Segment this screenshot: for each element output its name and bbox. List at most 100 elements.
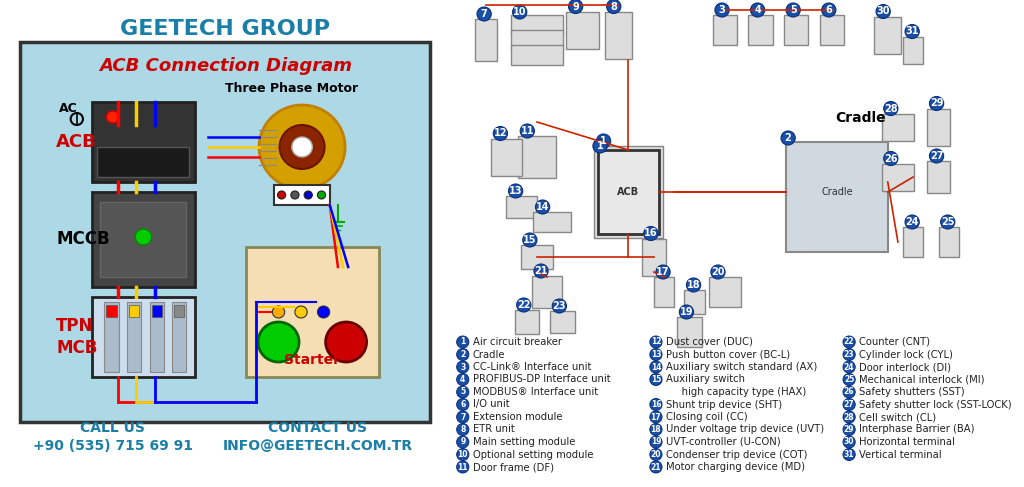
FancyBboxPatch shape xyxy=(566,12,599,49)
Circle shape xyxy=(650,398,663,411)
Text: Motor charging device (MD): Motor charging device (MD) xyxy=(666,462,805,472)
Text: 20: 20 xyxy=(650,450,662,459)
Circle shape xyxy=(650,424,663,435)
Text: Closing coil (CC): Closing coil (CC) xyxy=(666,412,748,422)
Text: 14: 14 xyxy=(650,362,662,372)
Circle shape xyxy=(457,461,469,473)
Text: ETR unit: ETR unit xyxy=(473,425,515,434)
Text: MODBUS® Interface unit: MODBUS® Interface unit xyxy=(473,387,598,397)
Text: UVT-controller (U-CON): UVT-controller (U-CON) xyxy=(666,437,780,447)
Text: 5: 5 xyxy=(790,5,797,15)
Circle shape xyxy=(781,131,796,145)
Text: 15: 15 xyxy=(523,235,537,245)
Text: Door frame (DF): Door frame (DF) xyxy=(473,462,554,472)
Text: 29: 29 xyxy=(844,425,854,434)
FancyBboxPatch shape xyxy=(531,276,562,308)
Text: 1: 1 xyxy=(597,141,603,151)
Circle shape xyxy=(884,101,898,115)
Text: 15: 15 xyxy=(651,375,662,384)
Circle shape xyxy=(650,336,663,348)
Text: Main setting module: Main setting module xyxy=(473,437,575,447)
FancyBboxPatch shape xyxy=(507,196,537,218)
Circle shape xyxy=(679,305,693,319)
Text: Cradle: Cradle xyxy=(473,350,506,359)
Text: 28: 28 xyxy=(844,412,854,422)
Text: 4: 4 xyxy=(460,375,465,384)
Text: Door interlock (DI): Door interlock (DI) xyxy=(859,362,951,372)
Circle shape xyxy=(843,398,855,411)
Circle shape xyxy=(930,149,944,163)
Circle shape xyxy=(821,3,836,17)
FancyBboxPatch shape xyxy=(518,136,556,178)
Text: Cylinder lock (CYL): Cylinder lock (CYL) xyxy=(859,350,953,359)
Text: 17: 17 xyxy=(650,412,662,422)
FancyBboxPatch shape xyxy=(106,305,117,317)
Text: 6: 6 xyxy=(460,400,465,409)
FancyBboxPatch shape xyxy=(515,310,539,334)
FancyBboxPatch shape xyxy=(594,146,663,238)
Text: 1: 1 xyxy=(600,136,607,146)
Text: 3: 3 xyxy=(460,362,465,372)
Circle shape xyxy=(259,105,345,189)
Circle shape xyxy=(650,374,663,386)
FancyBboxPatch shape xyxy=(928,161,950,193)
Circle shape xyxy=(513,5,526,19)
Circle shape xyxy=(905,24,920,38)
Circle shape xyxy=(606,0,621,14)
Text: Auxiliary switch standard (AX): Auxiliary switch standard (AX) xyxy=(666,362,817,372)
Text: 27: 27 xyxy=(930,151,943,161)
Circle shape xyxy=(534,264,548,278)
Text: 13: 13 xyxy=(509,186,522,196)
Text: AC: AC xyxy=(59,102,78,115)
FancyBboxPatch shape xyxy=(511,45,563,65)
Text: CC-Link® Interface unit: CC-Link® Interface unit xyxy=(473,362,591,372)
Text: Safety shutter lock (SST-LOCK): Safety shutter lock (SST-LOCK) xyxy=(859,399,1012,410)
Text: Extension module: Extension module xyxy=(473,412,562,422)
Text: 14: 14 xyxy=(536,202,549,212)
Circle shape xyxy=(644,226,658,241)
FancyBboxPatch shape xyxy=(511,15,563,35)
Text: 23: 23 xyxy=(844,350,854,359)
Text: I/O unit: I/O unit xyxy=(473,399,510,410)
Circle shape xyxy=(884,151,898,166)
FancyBboxPatch shape xyxy=(152,305,162,317)
Text: 29: 29 xyxy=(930,98,943,109)
Circle shape xyxy=(258,322,299,362)
FancyBboxPatch shape xyxy=(903,37,924,63)
Text: 13: 13 xyxy=(650,350,662,359)
FancyBboxPatch shape xyxy=(246,247,379,377)
Text: CALL US
+90 (535) 715 69 91: CALL US +90 (535) 715 69 91 xyxy=(33,421,193,453)
FancyBboxPatch shape xyxy=(903,227,924,257)
Circle shape xyxy=(457,449,469,461)
Circle shape xyxy=(596,134,610,148)
Text: 3: 3 xyxy=(719,5,725,15)
Text: 24: 24 xyxy=(844,362,854,372)
Circle shape xyxy=(843,411,855,423)
FancyBboxPatch shape xyxy=(550,311,574,333)
Text: 8: 8 xyxy=(460,425,466,434)
Text: Under voltage trip device (UVT): Under voltage trip device (UVT) xyxy=(666,425,824,434)
FancyBboxPatch shape xyxy=(174,305,184,317)
Circle shape xyxy=(843,449,855,461)
FancyBboxPatch shape xyxy=(492,138,522,175)
Text: Shunt trip device (SHT): Shunt trip device (SHT) xyxy=(666,399,782,410)
FancyBboxPatch shape xyxy=(129,305,139,317)
Text: 27: 27 xyxy=(844,400,854,409)
Text: 7: 7 xyxy=(460,412,466,422)
Circle shape xyxy=(457,386,469,398)
Text: Air circuit breaker: Air circuit breaker xyxy=(473,337,562,347)
Text: 17: 17 xyxy=(656,267,670,277)
Text: Auxiliary switch: Auxiliary switch xyxy=(666,375,745,385)
Text: 25: 25 xyxy=(941,217,954,227)
Text: 23: 23 xyxy=(553,301,566,311)
FancyBboxPatch shape xyxy=(598,150,659,234)
Text: Optional setting module: Optional setting module xyxy=(473,450,594,460)
Circle shape xyxy=(905,215,920,229)
Text: Cradle: Cradle xyxy=(835,111,886,125)
Text: Dust cover (DUC): Dust cover (DUC) xyxy=(666,337,753,347)
Text: 26: 26 xyxy=(844,388,854,396)
Text: 8: 8 xyxy=(610,1,617,12)
Text: Condenser trip device (COT): Condenser trip device (COT) xyxy=(666,450,808,460)
Circle shape xyxy=(843,374,855,386)
Circle shape xyxy=(536,200,550,214)
